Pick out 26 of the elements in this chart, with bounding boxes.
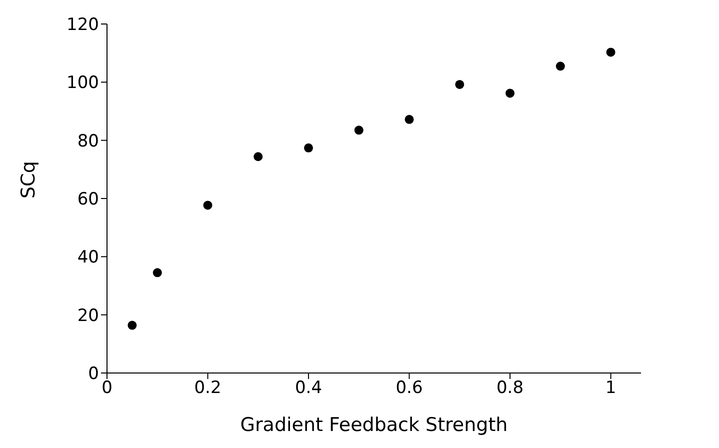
point [304,143,314,152]
point [128,320,137,330]
y-axis-title: SCq [18,161,40,198]
point [556,62,565,71]
y-tick-label: 80 [77,131,99,152]
point [152,268,162,278]
point [254,152,263,162]
point [354,126,364,135]
point [404,114,414,124]
x-tick-label: 0.8 [496,378,524,398]
x-tick-label: 0 [102,378,112,398]
x-tick-label: 0.4 [294,378,322,398]
y-tick-label: 100 [66,73,99,94]
y-tick-label: 120 [66,15,99,36]
x-tick-label: 0.2 [194,378,222,398]
point [203,200,212,210]
y-tick-label: 60 [77,190,99,210]
x-tick-label: 0.6 [396,378,423,398]
x-tick-label: 1 [605,378,616,398]
point [455,80,464,89]
point [506,88,515,98]
point [606,48,616,57]
y-tick-label: 20 [77,306,99,326]
y-tick-label: 40 [77,248,99,268]
y-tick-label: 0 [88,364,99,384]
x-axis-title: Gradient Feedback Strength [240,414,508,436]
